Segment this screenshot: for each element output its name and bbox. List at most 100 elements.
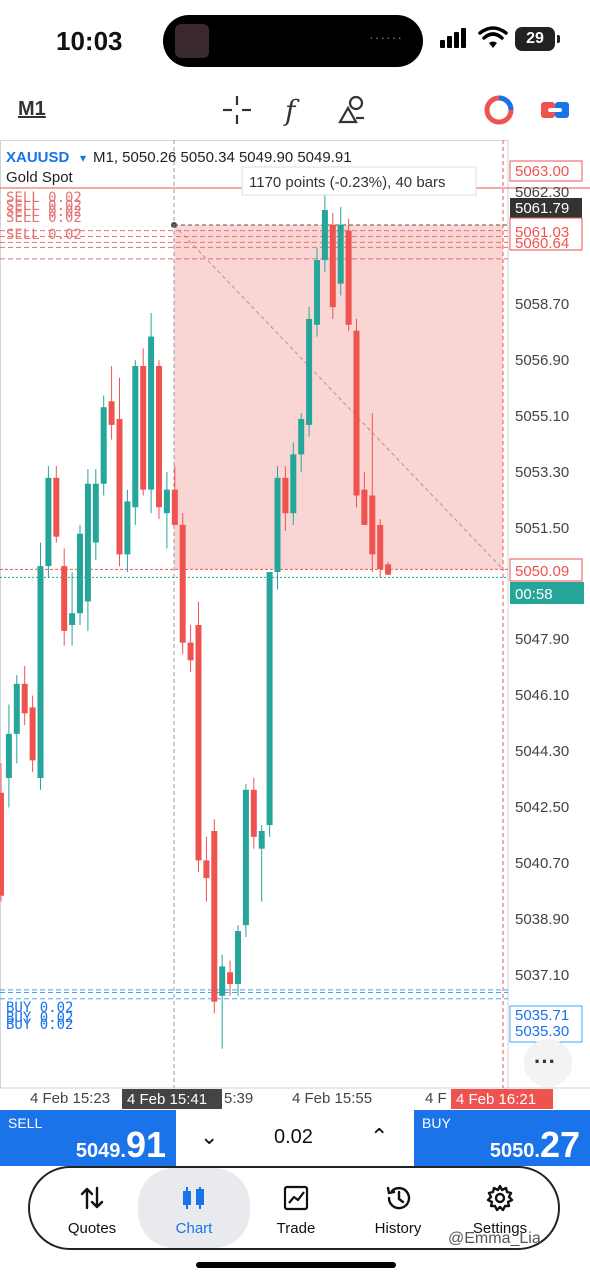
- nav-label: Trade: [276, 1220, 316, 1237]
- crosshair-price-tag-bg: [510, 198, 582, 218]
- volume-value[interactable]: 0.02: [274, 1126, 313, 1148]
- price-axis-label: 5042.50: [515, 799, 569, 816]
- chart-area[interactable]: XAUUSD ▾ M1, 5050.26 5050.34 5049.90 504…: [0, 140, 590, 1110]
- price-axis-label: 5044.30: [515, 743, 569, 760]
- price-axis-label: 5056.90: [515, 352, 569, 369]
- candle-body: [108, 401, 115, 425]
- nav-trade[interactable]: Trade: [248, 1168, 344, 1248]
- candle-body: [321, 210, 328, 261]
- buy-price-pips: 27: [539, 1124, 580, 1165]
- nav-settings[interactable]: Settings: [452, 1168, 548, 1248]
- buy-price: 5050.27: [490, 1124, 580, 1166]
- candle-body: [132, 366, 139, 508]
- time-tag-left-bg: [122, 1089, 222, 1109]
- candle-body: [369, 495, 376, 555]
- candle-body: [250, 789, 257, 837]
- bid-price-tag-bg: [509, 558, 583, 582]
- buy-label: BUY: [422, 1115, 451, 1131]
- candle-body: [148, 336, 155, 490]
- candle-body: [298, 418, 305, 455]
- sell-order-label[interactable]: SELL 0.02: [6, 198, 82, 214]
- nav-quotes[interactable]: Quotes: [44, 1168, 140, 1248]
- candle-body: [290, 454, 297, 514]
- candle-body: [361, 489, 368, 525]
- candle-body: [13, 683, 20, 734]
- nav-label: History: [374, 1220, 422, 1237]
- volume-control: ⌄ 0.02 ⌃: [176, 1110, 414, 1166]
- buy-button[interactable]: BUY 5050.27: [414, 1110, 590, 1166]
- candle-body: [92, 483, 99, 543]
- candle-body: [235, 931, 241, 985]
- more-dots-icon[interactable]: ···: [534, 1049, 556, 1074]
- countdown-tag-bg: [510, 582, 584, 604]
- watermark-text: @Emma_Lia: [448, 1230, 541, 1247]
- candle-body: [203, 860, 210, 879]
- price-chart[interactable]: XAUUSD ▾ M1, 5050.26 5050.34 5049.90 504…: [0, 140, 590, 1110]
- more-options-button[interactable]: [524, 1039, 572, 1087]
- svg-text:f: f: [283, 94, 300, 127]
- bar-countdown: 00:58: [515, 586, 553, 603]
- nav-chart[interactable]: Chart: [138, 1168, 250, 1248]
- symbol-dropdown-icon[interactable]: ▾: [80, 151, 86, 165]
- sell-order-label[interactable]: SELL 0.02: [6, 210, 82, 226]
- candle-body: [53, 477, 60, 537]
- candle-body: [187, 642, 194, 661]
- price-axis-label: 5040.70: [515, 855, 569, 872]
- battery-icon: 29: [515, 27, 555, 51]
- symbol-label[interactable]: XAUUSD: [6, 149, 70, 166]
- sell-order-label[interactable]: SELL 0.02: [6, 227, 82, 243]
- candle-body: [227, 972, 234, 985]
- candle-body: [140, 366, 147, 490]
- trade-toggle-icon[interactable]: [537, 92, 573, 128]
- price-axis-label: 5058.70: [515, 296, 569, 313]
- candle-body: [282, 477, 289, 514]
- current-time-tag: 4 Feb 16:21: [456, 1091, 536, 1108]
- candle-body: [258, 830, 265, 849]
- settings-icon: [486, 1184, 514, 1212]
- candle-body: [266, 572, 273, 826]
- candle-body: [77, 533, 83, 614]
- candle-body: [219, 966, 226, 996]
- buy-order-label[interactable]: BUY 0.02: [6, 1000, 73, 1016]
- sell-order-label[interactable]: SELL 0.02: [6, 204, 82, 220]
- candle-body: [242, 789, 249, 926]
- history-icon: [386, 1186, 411, 1210]
- crosshair-time-tag: 4 Feb 15:41: [127, 1091, 207, 1108]
- crosshair-icon[interactable]: [219, 92, 255, 128]
- sell-button[interactable]: SELL 5049.91: [0, 1110, 176, 1166]
- volume-decrease-icon[interactable]: ⌄: [200, 1124, 219, 1149]
- sell-price-tag: 5060.64: [515, 235, 569, 252]
- candle-body: [45, 477, 52, 567]
- chart-toolbar: M1 f: [0, 80, 590, 140]
- buy-price-tag: 5035.71: [515, 1007, 569, 1024]
- time-tag-right-bg: [451, 1089, 553, 1109]
- sell-price-tag: 5061.03: [515, 224, 569, 241]
- price-axis-label: 5046.10: [515, 687, 569, 704]
- buy-order-label[interactable]: BUY 0.02: [6, 1010, 73, 1026]
- objects-icon[interactable]: [334, 92, 370, 128]
- symbol-description: Gold Spot: [6, 169, 74, 186]
- high-price-tag: 5063.00: [515, 163, 569, 180]
- sell-order-label[interactable]: SELL 0.02: [6, 190, 82, 206]
- measure-tooltip: 1170 points (-0.23%), 40 bars: [249, 174, 446, 191]
- candle-body: [171, 489, 178, 525]
- candle-body: [29, 707, 36, 761]
- timeframe-selector[interactable]: M1: [18, 98, 46, 120]
- sell-price: 5049.91: [76, 1124, 166, 1166]
- buy-price-tag: 5035.30: [515, 1023, 569, 1040]
- sell-price-tag-bg: [509, 217, 583, 251]
- volume-increase-icon[interactable]: ⌃: [370, 1124, 389, 1149]
- nav-history[interactable]: History: [350, 1168, 446, 1248]
- nav-label: Chart: [175, 1220, 213, 1237]
- indicators-icon[interactable]: f: [276, 92, 312, 128]
- color-scheme-icon[interactable]: [481, 92, 517, 128]
- bottom-nav: Quotes Chart Trade History: [28, 1166, 560, 1250]
- time-axis-label: 4 Feb 15:23: [30, 1090, 110, 1107]
- time-axis-label: 5:39: [224, 1090, 253, 1107]
- buy-order-label[interactable]: BUY 0.02: [6, 1017, 73, 1033]
- time-axis-label: 4 F: [425, 1090, 447, 1107]
- candle-body: [306, 318, 313, 425]
- clock: 10:03: [56, 26, 123, 56]
- sell-label: SELL: [8, 1115, 43, 1131]
- price-axis-label: 5038.90: [515, 911, 569, 928]
